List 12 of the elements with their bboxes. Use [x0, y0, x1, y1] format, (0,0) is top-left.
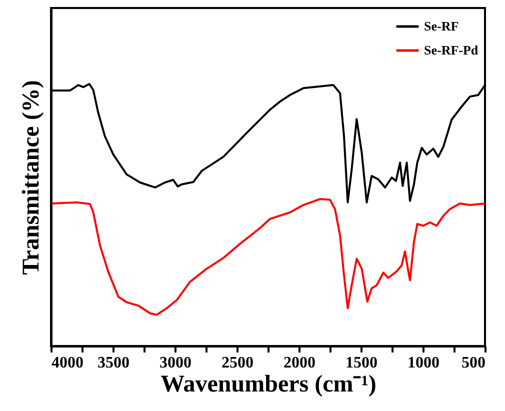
y-axis-title: Transmittance (%) [18, 80, 44, 275]
x-tick-label: 1000 [408, 354, 440, 372]
x-axis-title: Wavenumbers (cm⁻¹) [160, 372, 376, 398]
x-tick-label: 1500 [346, 354, 378, 372]
x-tick-label: 3000 [160, 354, 192, 372]
x-tick-label: 500 [462, 354, 486, 372]
legend-label: Se-RF-Pd [424, 42, 479, 58]
legend-label: Se-RF [424, 18, 459, 34]
x-tick-label: 2000 [284, 354, 316, 372]
x-tick-label: 4000 [52, 354, 84, 372]
x-tick-label: 3500 [98, 354, 130, 372]
x-tick-label: 2500 [222, 354, 254, 372]
